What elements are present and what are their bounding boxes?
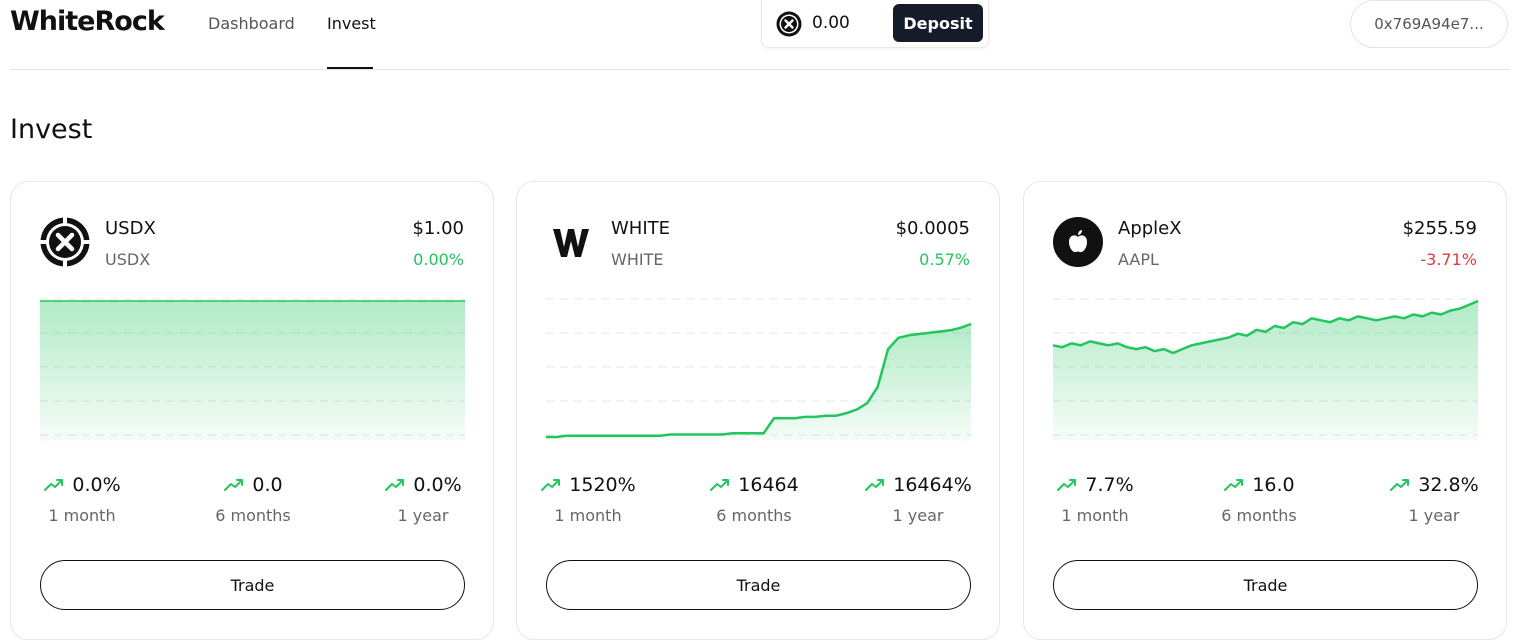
asset-change: -3.71%	[1420, 250, 1477, 269]
asset-card-applex: AppleX AAPL $255.59 -3.71% 7.7% 1 month …	[1023, 181, 1507, 640]
asset-price: $0.0005	[895, 218, 970, 239]
deposit-button[interactable]: Deposit	[893, 4, 983, 42]
chart-line	[546, 322, 972, 439]
stat-label: 6 months	[716, 506, 792, 525]
stat-value: 16464%	[893, 474, 972, 496]
stat-6-months: 16464 6 months	[684, 472, 824, 525]
trend-up-icon	[44, 479, 64, 491]
whiterock-logo[interactable]: WhiteRock	[10, 6, 165, 37]
stat-label: 1 year	[1408, 506, 1460, 525]
stat-value: 1520%	[569, 474, 636, 496]
chart-area	[546, 324, 971, 441]
stat-value: 0.0	[252, 474, 283, 496]
asset-ticker: WHITE	[611, 250, 664, 269]
nav-dashboard[interactable]: Dashboard	[208, 14, 295, 33]
trade-button[interactable]: Trade	[40, 560, 465, 610]
stat-value: 16.0	[1252, 474, 1295, 496]
stat-label: 6 months	[215, 506, 291, 525]
asset-ticker: USDX	[105, 250, 151, 269]
trend-up-icon	[385, 479, 405, 491]
page-title: Invest	[10, 114, 93, 145]
balance-widget: 0.00 Deposit	[761, 0, 989, 48]
asset-price: $255.59	[1402, 218, 1477, 239]
balance-value: 0.00	[812, 13, 850, 33]
top-bar: WhiteRock Dashboard Invest 0.00 Deposit …	[0, 0, 1513, 70]
trend-up-icon	[710, 479, 730, 491]
price-chart	[546, 298, 972, 441]
stat-value: 16464	[738, 474, 799, 496]
stat-1-month: 1520% 1 month	[518, 472, 658, 525]
trend-up-icon	[224, 479, 244, 491]
trend-up-icon	[1224, 479, 1244, 491]
asset-name: USDX	[105, 218, 156, 239]
stat-label: 1 year	[892, 506, 944, 525]
stat-1-month: 0.0% 1 month	[12, 472, 152, 525]
stat-label: 6 months	[1221, 506, 1297, 525]
asset-card-usdx: USDX USDX $1.00 0.00% 0.0% 1 month 0.0 6…	[10, 181, 494, 640]
header-divider	[10, 69, 1510, 70]
usdx-x-icon	[40, 217, 90, 267]
nav-active-indicator	[327, 67, 373, 69]
trend-up-icon	[541, 479, 561, 491]
apple-icon	[1053, 217, 1103, 267]
asset-name: WHITE	[611, 218, 671, 239]
stat-label: 1 month	[554, 506, 622, 525]
trade-button[interactable]: Trade	[546, 560, 971, 610]
chart-line	[1052, 299, 1479, 355]
asset-price: $1.00	[412, 218, 464, 239]
stat-6-months: 16.0 6 months	[1189, 472, 1329, 525]
trade-button[interactable]: Trade	[1053, 560, 1478, 610]
stat-label: 1 month	[1061, 506, 1129, 525]
trend-up-icon	[1057, 479, 1077, 491]
asset-ticker: AAPL	[1118, 250, 1159, 269]
stat-value: 0.0%	[72, 474, 121, 496]
stat-6-months: 0.0 6 months	[183, 472, 323, 525]
stat-label: 1 month	[48, 506, 116, 525]
stat-value: 0.0%	[413, 474, 462, 496]
asset-card-white: WHITE WHITE $0.0005 0.57% 1520% 1 month …	[516, 181, 1000, 640]
chart-area	[40, 301, 465, 441]
price-chart	[1052, 298, 1479, 441]
white-w-logo-icon	[553, 229, 589, 257]
stat-1-year: 16464% 1 year	[848, 472, 988, 525]
trend-up-icon	[1390, 479, 1410, 491]
nav-invest[interactable]: Invest	[327, 14, 376, 33]
usdx-x-icon	[776, 11, 802, 37]
stat-1-month: 7.7% 1 month	[1025, 472, 1165, 525]
stat-1-year: 0.0% 1 year	[353, 472, 493, 525]
wallet-address-button[interactable]: 0x769A94e7...	[1350, 0, 1508, 48]
trend-up-icon	[865, 479, 885, 491]
asset-change: 0.00%	[413, 250, 464, 269]
stat-value: 7.7%	[1085, 474, 1134, 496]
asset-name: AppleX	[1118, 218, 1182, 239]
stat-label: 1 year	[397, 506, 449, 525]
stat-1-year: 32.8% 1 year	[1364, 472, 1504, 525]
chart-area	[1053, 301, 1478, 441]
asset-change: 0.57%	[919, 250, 970, 269]
stat-value: 32.8%	[1418, 474, 1479, 496]
price-chart	[40, 298, 465, 441]
